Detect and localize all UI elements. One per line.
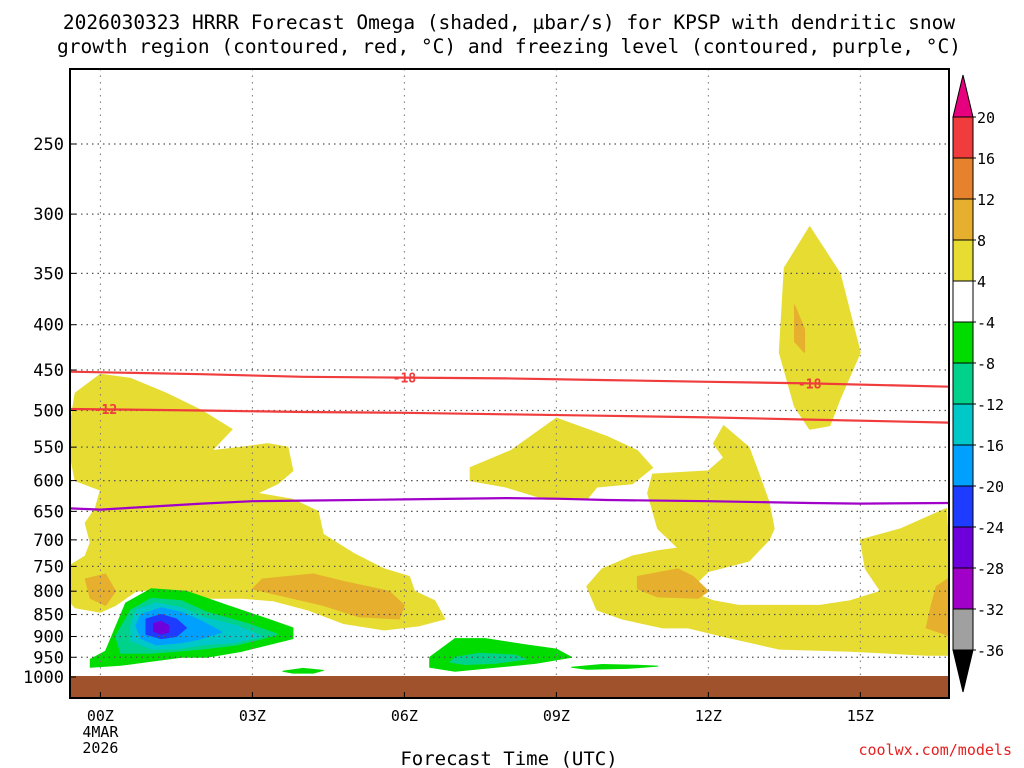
contour-line-0 — [70, 496, 949, 511]
omega-shading — [70, 226, 949, 674]
colorbar-label: 4 — [977, 273, 986, 291]
omega-region-17 — [571, 664, 659, 670]
colorbar-label: -28 — [977, 560, 1004, 578]
x-tick-label: 12Z — [695, 707, 722, 725]
colorbar-band — [952, 239, 974, 282]
omega-region-1 — [469, 417, 654, 500]
colorbar-band — [952, 485, 974, 528]
omega-region-18 — [282, 667, 324, 674]
colorbar-label: -24 — [977, 519, 1004, 537]
contour-labels: -18 -18 -12 — [94, 372, 822, 418]
y-tick-label: 550 — [33, 438, 64, 458]
omega-region-16 — [449, 652, 527, 665]
credit-text: coolwx.com/models — [858, 741, 1012, 759]
colorbar-label: -12 — [977, 396, 1004, 414]
contour-label: -18 — [798, 377, 822, 392]
colorbar-band — [952, 403, 974, 446]
omega-region-6 — [636, 568, 709, 599]
y-tick-label: 500 — [33, 402, 64, 422]
y-tick-label: 450 — [33, 361, 64, 381]
y-tick-label: 900 — [33, 627, 64, 647]
contour-label: -12 — [94, 403, 117, 418]
x-tick-label: 15Z — [847, 707, 874, 725]
colorbar-band — [952, 157, 974, 200]
y-tick-label: 1000 — [23, 668, 64, 688]
colorbar-label: -8 — [977, 355, 995, 373]
contour-line--12 — [70, 407, 949, 424]
y-tick-label: 600 — [33, 472, 64, 492]
contour-label: -18 — [393, 372, 417, 387]
colorbar-band — [952, 280, 974, 323]
y-tick-label: 650 — [33, 502, 64, 522]
colorbar-label: 20 — [977, 109, 995, 127]
colorbar: -36 -32 -28 -24 -20 -16 -12 -8 -4 4 8 12 16 20 — [952, 74, 1004, 693]
contour-line--18 — [70, 370, 949, 388]
chart-title-line1: 2026030323 HRRR Forecast Omega (shaded, … — [63, 11, 955, 34]
y-tick-label: 800 — [33, 582, 64, 602]
y-tick-label: 300 — [33, 205, 64, 225]
x-tick-sublabel: 4MAR — [82, 723, 119, 741]
omega-region-8 — [794, 304, 806, 353]
colorbar-label: 12 — [977, 191, 995, 209]
y-tick-label: 950 — [33, 648, 64, 668]
y-tick-label: 350 — [33, 264, 64, 284]
omega-region-14 — [153, 620, 170, 635]
y-axis: 2503003504004505005506006507007508008509… — [23, 135, 76, 688]
colorbar-label: 8 — [977, 232, 986, 250]
x-tick-sublabel: 2026 — [82, 739, 118, 757]
colorbar-band — [952, 567, 974, 610]
colorbar-label: -36 — [977, 642, 1004, 660]
ground-layer — [70, 676, 949, 698]
colorbar-label: 16 — [977, 150, 995, 168]
omega-region-4 — [251, 573, 405, 620]
colorbar-label: -4 — [977, 314, 995, 332]
chart-title-line2: growth region (contoured, red, °C) and f… — [57, 35, 961, 58]
colorbar-band — [952, 362, 974, 405]
grid — [70, 69, 949, 698]
colorbar-label: -16 — [977, 437, 1004, 455]
omega-region-3 — [778, 226, 861, 430]
colorbar-label: -32 — [977, 601, 1004, 619]
colorbar-top-triangle — [952, 74, 974, 118]
plot-frame — [69, 68, 950, 699]
x-tick-label: 06Z — [391, 707, 418, 725]
y-tick-label: 700 — [33, 531, 64, 551]
x-axis-title: Forecast Time (UTC) — [400, 748, 617, 768]
colorbar-band — [952, 116, 974, 159]
ground-fill — [70, 676, 949, 698]
y-tick-label: 400 — [33, 316, 64, 336]
colorbar-band — [952, 608, 974, 651]
colorbar-band — [952, 526, 974, 569]
x-tick-label: 03Z — [239, 707, 266, 725]
colorbar-band — [952, 321, 974, 364]
x-tick-label: 09Z — [543, 707, 570, 725]
colorbar-band — [952, 444, 974, 487]
x-tick-label: 00Z — [87, 707, 114, 725]
y-tick-label: 850 — [33, 606, 64, 626]
colorbar-bottom-triangle — [952, 649, 974, 693]
y-tick-label: 250 — [33, 135, 64, 155]
contour-lines — [70, 370, 949, 511]
y-tick-label: 750 — [33, 557, 64, 577]
colorbar-band — [952, 198, 974, 241]
colorbar-label: -20 — [977, 478, 1004, 496]
